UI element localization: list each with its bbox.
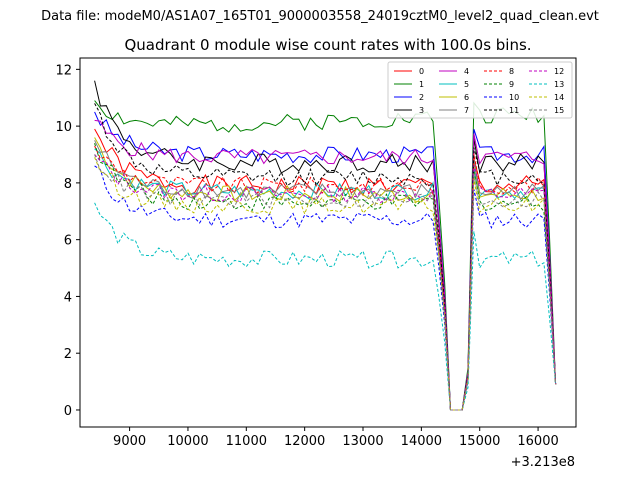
plot-frame	[79, 57, 577, 428]
legend-label-9: 9	[509, 80, 514, 89]
legend-label-6: 6	[464, 93, 469, 102]
legend-box	[387, 61, 573, 119]
chart-title: Quadrant 0 module wise count rates with …	[124, 36, 531, 54]
legend-label-14: 14	[554, 93, 564, 102]
x-tick-label-12000: 12000	[284, 434, 325, 449]
legend-label-1: 1	[419, 80, 424, 89]
legend-label-4: 4	[464, 67, 469, 76]
legend-label-11: 11	[509, 106, 519, 115]
y-tick-label-10: 10	[55, 120, 72, 135]
series-layer	[94, 80, 557, 411]
series-line-4	[94, 119, 557, 411]
y-tick-label-0: 0	[64, 404, 72, 419]
legend-label-3: 3	[419, 106, 424, 115]
x-tick-label-10000: 10000	[167, 434, 208, 449]
axes-layer: 9000 10000 11000 12000 13000 14000 15000 16000 0…	[55, 57, 577, 449]
legend-label-13: 13	[554, 80, 564, 89]
x-axis-offset-label: +3.213e8	[511, 455, 575, 470]
series-line-11	[94, 103, 557, 411]
legend-label-8: 8	[509, 67, 514, 76]
series-line-10	[94, 165, 557, 411]
legend-label-0: 0	[419, 67, 424, 76]
y-tick-label-2: 2	[64, 347, 72, 362]
x-tick-label-16000: 16000	[517, 434, 558, 449]
y-tick-label-12: 12	[55, 63, 72, 78]
y-tick-label-4: 4	[64, 290, 72, 305]
series-line-13	[94, 202, 557, 411]
x-tick-label-15000: 15000	[459, 434, 500, 449]
series-line-14	[94, 157, 557, 411]
y-tick-label-6: 6	[64, 234, 72, 249]
x-tick-label-11000: 11000	[226, 434, 267, 449]
y-tick-label-8: 8	[64, 177, 72, 192]
legend-label-2: 2	[419, 93, 424, 102]
figure-suptitle: Data file: modeM0/AS1A07_165T01_90000035…	[41, 9, 599, 24]
series-line-15	[94, 154, 557, 411]
x-tick-label-14000: 14000	[401, 434, 442, 449]
legend-label-15: 15	[554, 106, 564, 115]
x-tick-label-13000: 13000	[342, 434, 383, 449]
legend-label-5: 5	[464, 80, 469, 89]
legend-label-12: 12	[554, 67, 564, 76]
series-line-2	[94, 111, 557, 411]
legend-label-10: 10	[509, 93, 519, 102]
legend-label-7: 7	[464, 106, 469, 115]
x-tick-label-9000: 9000	[113, 434, 146, 449]
series-line-12	[94, 154, 557, 411]
series-line-9	[94, 143, 557, 411]
